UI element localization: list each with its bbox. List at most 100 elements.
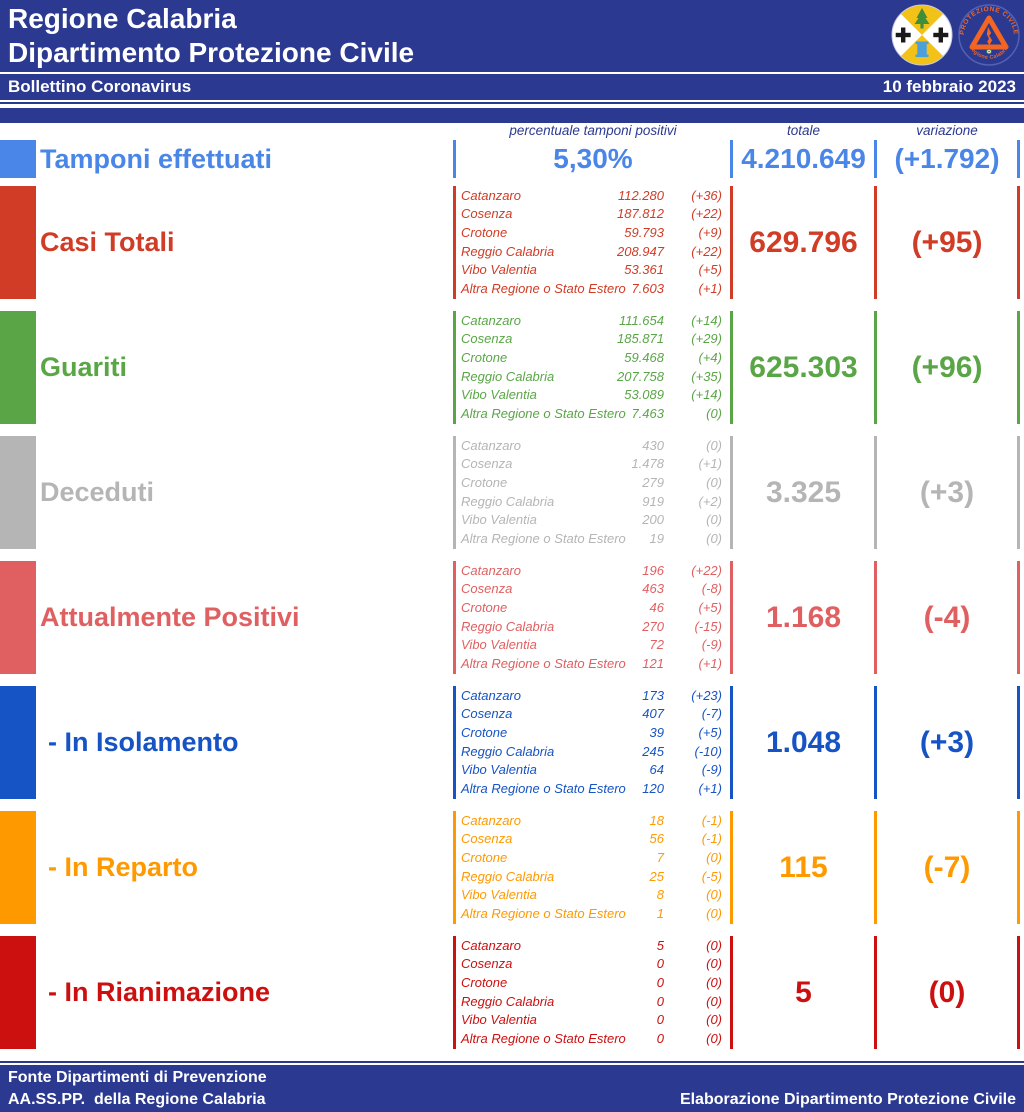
province-change: (-7): [701, 706, 722, 722]
province-name: Altra Regione o Stato Estero: [461, 405, 626, 421]
province-name: Reggio Calabria: [461, 243, 555, 259]
breakdown-line: Catanzaro 5 (0): [456, 937, 730, 956]
province-name: Vibo Valentia: [461, 637, 537, 653]
province-change: (0): [706, 1012, 722, 1028]
table-row-guariti: Guariti Catanzaro 111.654 (+14) Cosenza …: [0, 311, 1024, 424]
row-variation: (+3): [919, 725, 975, 759]
regione-calabria-logo-icon: [891, 4, 953, 66]
row-divider: [874, 561, 877, 674]
province-name: Catanzaro: [461, 312, 521, 328]
province-change: (-9): [701, 762, 722, 778]
province-value: 46: [649, 599, 664, 615]
row-divider: [1017, 186, 1020, 299]
province-value: 111.654: [618, 312, 664, 328]
header-stripe: [0, 108, 1024, 123]
table-row-tamponi-effettuati: Tamponi effettuati 5,30% 4.210.649 (+1.7…: [0, 140, 1024, 178]
column-header-variation: variazione: [916, 123, 978, 138]
breakdown-line: Altra Regione o Stato Estero 7.463 (0): [456, 405, 730, 424]
province-change: (+4): [698, 349, 722, 365]
row-divider: [1017, 140, 1020, 178]
province-change: (0): [706, 530, 722, 546]
province-change: (+5): [698, 599, 722, 615]
province-change: (0): [706, 405, 722, 421]
row-divider: [874, 936, 877, 1049]
province-change: (+1): [698, 456, 722, 472]
province-name: Reggio Calabria: [461, 993, 555, 1009]
province-value: 208.947: [617, 243, 664, 259]
header-logos: PROTEZIONE CIVILE Regione Calabria: [890, 3, 1021, 67]
row-variation: (+96): [911, 350, 983, 384]
row-detail-cell: Catanzaro 18 (-1) Cosenza 56 (-1) Croton…: [456, 811, 730, 924]
province-value: 7.603: [631, 280, 664, 296]
province-name: Reggio Calabria: [461, 618, 555, 634]
province-name: Crotone: [461, 349, 508, 365]
province-name: Altra Regione o Stato Estero: [461, 905, 626, 921]
province-change: (0): [706, 974, 722, 990]
province-name: Crotone: [461, 849, 508, 865]
province-name: Catanzaro: [461, 437, 521, 453]
row-divider: [453, 186, 456, 299]
breakdown-line: Vibo Valentia 72 (-9): [456, 636, 730, 655]
divider: [0, 1063, 1024, 1065]
tree-icon: [914, 8, 930, 29]
province-value: 72: [649, 637, 664, 653]
row-detail-cell: 5,30%: [456, 140, 730, 178]
row-color-block: [0, 811, 36, 924]
province-value: 7.463: [631, 405, 664, 421]
row-color-block: [0, 561, 36, 674]
province-name: Crotone: [461, 474, 508, 490]
row-divider: [730, 311, 733, 424]
row-label: Casi Totali: [40, 227, 175, 257]
row-divider: [730, 561, 733, 674]
row-total: 4.210.649: [741, 143, 866, 174]
province-change: (-10): [694, 743, 722, 759]
row-label: Guariti: [40, 352, 128, 382]
province-change: (+9): [698, 224, 722, 240]
header-separator: [0, 72, 1024, 74]
row-label: - In Isolamento: [48, 727, 239, 757]
province-change: (+22): [691, 243, 722, 259]
province-change: (-1): [701, 812, 722, 828]
row-color-block: [0, 140, 36, 178]
breakdown-line: Catanzaro 111.654 (+14): [456, 312, 730, 331]
province-value: 1.478: [631, 456, 664, 472]
breakdown-line: Altra Regione o Stato Estero 19 (0): [456, 530, 730, 549]
table-row-in-isolamento: - In Isolamento Catanzaro 173 (+23) Cose…: [0, 686, 1024, 799]
row-divider: [453, 686, 456, 799]
breakdown-line: Cosenza 1.478 (+1): [456, 455, 730, 474]
province-change: (+14): [691, 387, 722, 403]
row-divider: [1017, 561, 1020, 674]
row-divider: [453, 936, 456, 1049]
province-change: (0): [706, 887, 722, 903]
province-change: (-15): [694, 618, 722, 634]
row-color-block: [0, 686, 36, 799]
row-divider: [453, 811, 456, 924]
row-divider: [1017, 436, 1020, 549]
province-name: Catanzaro: [461, 812, 521, 828]
province-change: (+29): [691, 331, 722, 347]
footer-source-line2: AA.SS.PP. della Regione Calabria: [8, 1091, 266, 1108]
breakdown-line: Cosenza 185.871 (+29): [456, 330, 730, 349]
breakdown-line: Vibo Valentia 0 (0): [456, 1011, 730, 1030]
row-total: 1.168: [765, 600, 842, 634]
row-divider: [874, 186, 877, 299]
row-divider: [730, 936, 733, 1049]
footer-source-line1: Fonte Dipartimenti di Prevenzione: [8, 1069, 267, 1086]
breakdown-line: Reggio Calabria 245 (-10): [456, 743, 730, 762]
row-variation: (0): [928, 975, 966, 1009]
breakdown-line: Vibo Valentia 200 (0): [456, 511, 730, 530]
province-name: Cosenza: [461, 206, 513, 222]
province-value: 5: [656, 937, 664, 953]
table-row-deceduti: Deceduti Catanzaro 430 (0) Cosenza 1.478…: [0, 436, 1024, 549]
row-divider: [453, 436, 456, 549]
province-name: Vibo Valentia: [461, 512, 537, 528]
breakdown-line: Catanzaro 112.280 (+36): [456, 187, 730, 206]
breakdown-line: Reggio Calabria 919 (+2): [456, 493, 730, 512]
footer: Fonte Dipartimenti di Prevenzione AA.SS.…: [0, 1065, 1024, 1112]
province-name: Catanzaro: [461, 187, 521, 203]
calabria-silhouette-icon: [986, 27, 993, 46]
province-change: (+1): [698, 655, 722, 671]
province-name: Crotone: [461, 224, 508, 240]
province-change: (+14): [691, 312, 722, 328]
